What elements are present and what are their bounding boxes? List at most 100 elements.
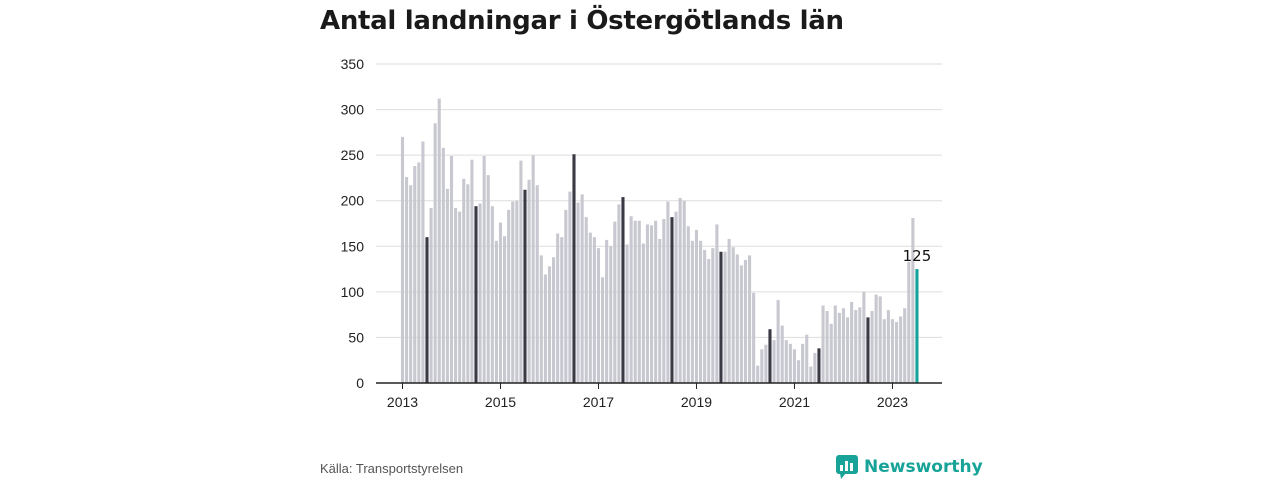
bar — [764, 344, 768, 383]
bar — [572, 154, 576, 383]
bar — [405, 177, 409, 383]
bar — [858, 307, 862, 383]
bar — [719, 251, 723, 383]
bar — [788, 343, 792, 383]
bar — [752, 292, 756, 383]
bar — [690, 240, 694, 383]
bar — [449, 156, 454, 383]
bars — [400, 98, 919, 384]
x-tick-label: 2013 — [387, 394, 418, 410]
bar — [801, 343, 805, 383]
bar — [886, 310, 890, 383]
bar — [413, 166, 417, 383]
bar — [715, 224, 719, 383]
bar — [890, 319, 895, 383]
bar — [723, 251, 727, 383]
bar — [523, 189, 527, 383]
bar — [417, 162, 421, 383]
bar — [645, 224, 650, 383]
y-tick-label: 0 — [356, 375, 364, 391]
bar — [458, 211, 462, 383]
bar — [854, 310, 858, 383]
bar — [482, 156, 486, 383]
bar — [613, 221, 617, 383]
bar — [686, 226, 690, 383]
bar — [658, 238, 662, 383]
bar — [862, 291, 866, 383]
bar — [825, 311, 829, 383]
bar — [625, 244, 629, 383]
bar — [527, 179, 531, 383]
bar — [682, 200, 686, 383]
newsworthy-logo-icon — [836, 455, 858, 479]
bar — [894, 321, 899, 383]
bar — [846, 317, 850, 383]
brand-logo[interactable]: Newsworthy — [836, 455, 983, 479]
bar — [641, 243, 645, 383]
bar — [474, 206, 478, 383]
bar — [699, 240, 703, 383]
y-tick-label: 50 — [348, 329, 364, 345]
bar — [768, 329, 772, 383]
bar — [478, 203, 482, 383]
bar — [670, 217, 674, 383]
bar — [515, 200, 519, 383]
y-tick-label: 350 — [341, 56, 365, 72]
brand-name: Newsworthy — [864, 457, 983, 477]
bar — [813, 352, 817, 383]
source-note: Källa: Transportstyrelsen — [320, 461, 464, 476]
bar — [454, 208, 458, 383]
bar — [780, 325, 784, 383]
bar — [711, 248, 715, 383]
bar — [503, 236, 507, 383]
bar — [409, 185, 413, 383]
bar — [821, 305, 825, 383]
x-tick-label: 2023 — [877, 394, 908, 410]
y-tick-label: 150 — [341, 238, 365, 254]
bar — [674, 211, 678, 383]
bar — [792, 349, 797, 383]
bar — [466, 184, 470, 383]
bar — [535, 185, 539, 383]
bar — [878, 296, 882, 383]
bar — [511, 201, 515, 383]
bar — [543, 274, 547, 383]
x-tick-label: 2015 — [485, 394, 516, 410]
bar — [899, 316, 903, 383]
bar — [609, 246, 613, 383]
annotations: 125 — [903, 247, 932, 265]
bar — [552, 257, 556, 383]
bar — [498, 222, 503, 383]
bar — [429, 208, 433, 383]
bar — [556, 233, 560, 383]
bar — [564, 209, 568, 383]
bar — [637, 220, 641, 383]
x-tick-label: 2017 — [583, 394, 614, 410]
bar — [486, 175, 490, 383]
bar — [462, 178, 466, 383]
bar — [601, 277, 605, 383]
y-tick-label: 250 — [341, 147, 365, 163]
bar — [633, 220, 637, 383]
bar — [874, 294, 878, 383]
bar — [568, 191, 572, 383]
y-axis-ticks: 0 50 100 150 200 250 300 350 — [341, 56, 365, 391]
bar — [470, 159, 474, 383]
latest-value-label: 125 — [903, 247, 932, 265]
bar — [507, 209, 511, 383]
bar — [739, 265, 743, 383]
bar — [519, 160, 523, 383]
x-tick-label: 2021 — [779, 394, 810, 410]
bar — [735, 254, 739, 383]
bar — [809, 366, 813, 383]
bar — [805, 334, 809, 383]
bar — [539, 255, 543, 383]
bar — [850, 301, 854, 383]
bar — [817, 348, 821, 383]
bar — [421, 141, 425, 383]
bar — [903, 308, 907, 383]
bar — [841, 308, 846, 383]
bar — [588, 232, 592, 383]
bar — [494, 240, 498, 383]
bar — [756, 365, 760, 383]
